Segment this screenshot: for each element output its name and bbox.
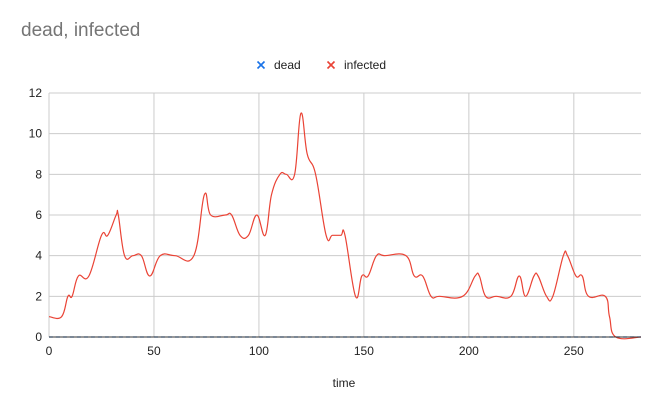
series-lines (48, 112, 642, 340)
legend: dead infected (256, 58, 386, 72)
y-tick-label: 4 (35, 249, 42, 263)
x-tick-label: 150 (354, 344, 374, 358)
x-tick-label: 100 (249, 344, 269, 358)
gridlines (48, 92, 641, 337)
x-tick-label: 250 (564, 344, 584, 358)
x-tick-label: 200 (459, 344, 479, 358)
legend-marker-dead-icon (256, 60, 266, 70)
y-tick-label: 2 (35, 289, 42, 303)
axes: 0 2 4 6 8 10 12 0 50 100 150 200 250 (29, 86, 641, 358)
y-tick-label: 0 (35, 330, 42, 344)
y-tick-label: 6 (35, 208, 42, 222)
x-tick-label: 0 (46, 344, 53, 358)
legend-label-infected: infected (344, 58, 386, 72)
x-tick-label: 50 (147, 344, 161, 358)
series-line-infected (48, 112, 642, 340)
y-tick-label: 8 (35, 167, 42, 181)
y-tick-label: 12 (29, 86, 43, 100)
x-axis-title: time (333, 376, 356, 390)
legend-label-dead: dead (274, 58, 301, 72)
legend-item-dead: dead (256, 58, 301, 72)
legend-item-infected: infected (326, 58, 386, 72)
legend-marker-infected-icon (326, 60, 336, 70)
y-tick-label: 10 (29, 127, 43, 141)
chart-title: dead, infected (21, 20, 141, 41)
